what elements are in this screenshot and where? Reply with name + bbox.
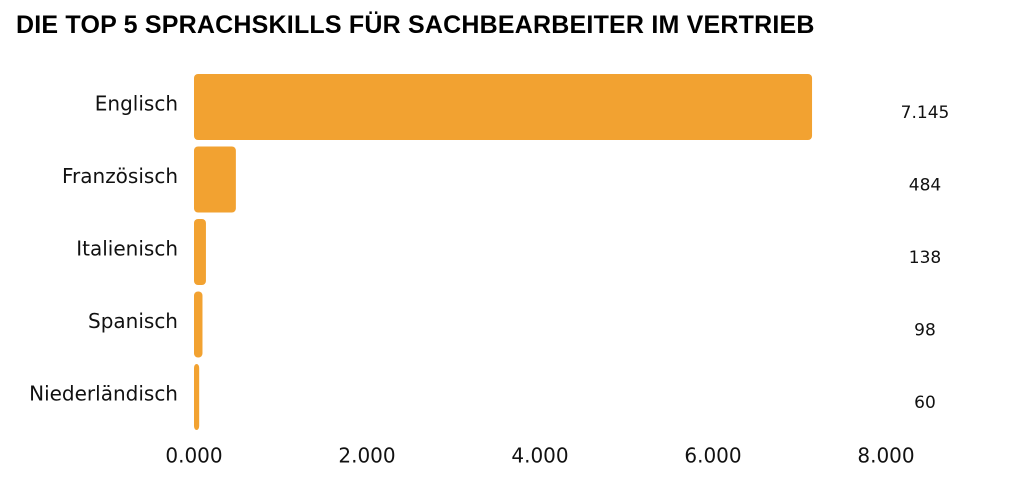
value-label-italienisch: 138 [909,248,941,268]
value-label-spanisch: 98 [914,321,936,341]
bar-niederlaendisch [194,364,200,430]
category-label-franzoesisch: Französisch [62,164,178,188]
x-tick-label: 8.000 [857,444,914,468]
x-tick-label: 4.000 [511,444,568,468]
category-labels-group: Englisch Französisch Italienisch Spanisch Ni… [29,92,178,406]
x-axis-ticks-group: 0.000 2.000 4.000 6.000 8.000 [165,444,914,468]
category-label-italienisch: Italienisch [76,237,178,261]
x-tick-label: 2.000 [338,444,395,468]
bar-englisch [194,74,813,140]
chart-title: DIE TOP 5 SPRACHSKILLS FÜR SACHBEARBEITE… [16,11,815,39]
category-label-spanisch: Spanisch [88,309,178,333]
category-label-niederlaendisch: Niederländisch [29,382,178,406]
x-tick-label: 0.000 [165,444,222,468]
value-label-franzoesisch: 484 [909,176,941,196]
bars-group [194,74,813,430]
category-label-englisch: Englisch [95,92,178,116]
bar-franzoesisch [194,146,236,213]
x-tick-label: 6.000 [684,444,741,468]
value-label-niederlaendisch: 60 [914,393,936,413]
value-label-englisch: 7.145 [901,103,950,123]
bar-italienisch [194,219,206,285]
bar-spanisch [194,291,203,358]
value-labels-group: 7.145 484 138 98 60 [901,103,950,413]
